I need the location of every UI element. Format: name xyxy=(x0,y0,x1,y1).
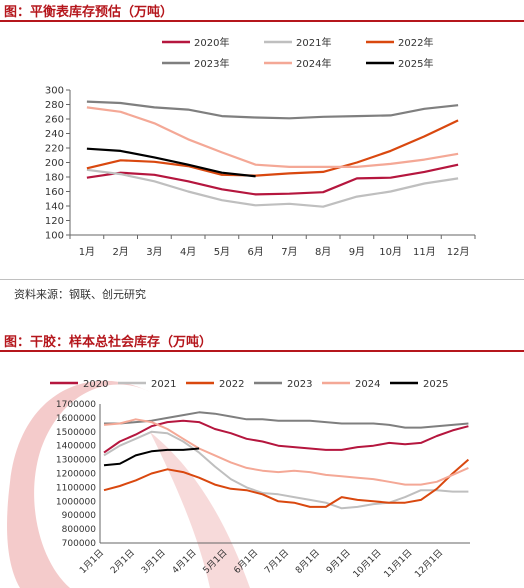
y-tick-label: 1400000 xyxy=(56,442,96,452)
series-line xyxy=(103,419,469,454)
legend-item: 2024年 xyxy=(264,57,331,70)
x-tick-label: 2月 xyxy=(112,246,128,258)
divider xyxy=(0,279,524,280)
legend-item: 2024 xyxy=(322,379,380,390)
y-tick-label: 900000 xyxy=(62,511,97,521)
series-line xyxy=(103,430,469,510)
series-line xyxy=(86,100,459,120)
series-line xyxy=(103,458,470,508)
legend-item: 2025 xyxy=(390,379,448,390)
figure1-title: 图：平衡表库存预估（万吨） xyxy=(4,5,174,20)
y-tick-label: 1300000 xyxy=(56,456,96,466)
y-tick-label: 300 xyxy=(45,86,64,97)
series-line xyxy=(86,119,459,177)
legend-item: 2022 xyxy=(186,379,244,390)
legend-item: 2020 xyxy=(50,379,108,390)
y-tick-label: 100 xyxy=(45,231,64,242)
watermark-swoosh xyxy=(7,380,151,588)
watermark-swoosh xyxy=(150,432,250,588)
y-tick-label: 180 xyxy=(45,173,64,184)
legend-label: 2022 xyxy=(219,379,244,390)
y-tick-label: 120 xyxy=(45,216,64,227)
x-tick-label: 11月1日 xyxy=(382,547,415,580)
legend-label: 2020 xyxy=(83,379,108,390)
y-tick-label: 200 xyxy=(45,158,64,169)
x-tick-label: 9月1日 xyxy=(324,547,353,576)
x-tick-label: 1月1日 xyxy=(78,547,107,576)
legend-label: 2023 xyxy=(287,379,312,390)
x-tick-label: 1月 xyxy=(79,246,95,258)
y-tick-label: 800000 xyxy=(62,525,97,535)
legend-item: 2020年 xyxy=(162,36,229,49)
y-tick-label: 700000 xyxy=(62,539,97,549)
x-tick-label: 3月 xyxy=(146,246,162,258)
x-tick-label: 5月 xyxy=(214,246,230,258)
legend-item: 2023 xyxy=(254,379,312,390)
x-tick-label: 7月1日 xyxy=(263,547,292,576)
x-tick-label: 9月 xyxy=(349,246,365,258)
series-line xyxy=(104,411,469,429)
y-tick-label: 140 xyxy=(45,202,64,213)
y-tick-label: 160 xyxy=(45,187,64,198)
legend-label: 2024年 xyxy=(296,57,331,70)
figure2-title: 图：干胶：样本总社会库存（万吨） xyxy=(4,335,213,350)
x-tick-label: 12月1日 xyxy=(413,547,446,580)
y-tick-label: 1600000 xyxy=(56,414,96,424)
x-tick-label: 2月1日 xyxy=(108,547,137,576)
legend-label: 2020年 xyxy=(194,36,229,49)
chart1: 2020年 2021年 2022年 2023年 2024年 2025年 100 120 140 1… xyxy=(45,36,476,258)
x-tick-label: 8月 xyxy=(315,246,331,258)
legend-item: 2021 xyxy=(118,379,176,390)
y-tick-label: 240 xyxy=(45,129,64,140)
legend-label: 2023年 xyxy=(194,57,229,70)
figure1-title-bar: 图：平衡表库存预估（万吨） xyxy=(0,0,524,22)
legend-label: 2025年 xyxy=(398,57,433,70)
x-tick-label: 11月 xyxy=(413,246,436,258)
y-tick-label: 1000000 xyxy=(56,497,96,507)
x-tick-label: 10月1日 xyxy=(351,547,384,580)
legend-item: 2021年 xyxy=(264,36,331,49)
y-tick-label: 220 xyxy=(45,144,64,155)
legend-item: 2023年 xyxy=(162,57,229,70)
series-line xyxy=(86,106,459,168)
legend-label: 2022年 xyxy=(398,36,433,49)
legend-item: 2022年 xyxy=(366,36,433,49)
legend-label: 2021年 xyxy=(296,36,331,49)
x-tick-label: 4月1日 xyxy=(170,547,199,576)
series-line xyxy=(103,418,469,486)
y-tick-label: 1500000 xyxy=(56,428,96,438)
figure2-title-bar: 图：干胶：样本总社会库存（万吨） xyxy=(0,330,524,352)
x-tick-label: 8月1日 xyxy=(293,547,322,576)
legend-label: 2025 xyxy=(423,379,448,390)
x-tick-label: 10月 xyxy=(379,246,402,258)
x-tick-label: 3月1日 xyxy=(139,547,168,576)
series-line xyxy=(86,163,459,196)
x-tick-label: 4月 xyxy=(180,246,196,258)
chart2: 2020 2021 2022 2023 2024 2025 700000 800000 9000… xyxy=(7,379,470,588)
series-line xyxy=(103,447,200,467)
y-tick-label: 260 xyxy=(45,115,64,126)
y-tick-label: 1100000 xyxy=(56,483,96,493)
y-tick-label: 280 xyxy=(45,100,64,111)
figure1-source: 资料来源：钢联、创元研究 xyxy=(14,288,146,301)
legend-label: 2021 xyxy=(151,379,176,390)
x-tick-label: 7月 xyxy=(281,246,297,258)
y-tick-label: 1200000 xyxy=(56,470,96,480)
series-line xyxy=(86,168,459,208)
series-line xyxy=(86,147,256,178)
legend-item: 2025年 xyxy=(366,57,433,70)
x-tick-label: 6月 xyxy=(247,246,263,258)
legend-label: 2024 xyxy=(355,379,380,390)
x-tick-label: 12月 xyxy=(447,246,470,258)
y-tick-label: 1700000 xyxy=(56,400,96,410)
